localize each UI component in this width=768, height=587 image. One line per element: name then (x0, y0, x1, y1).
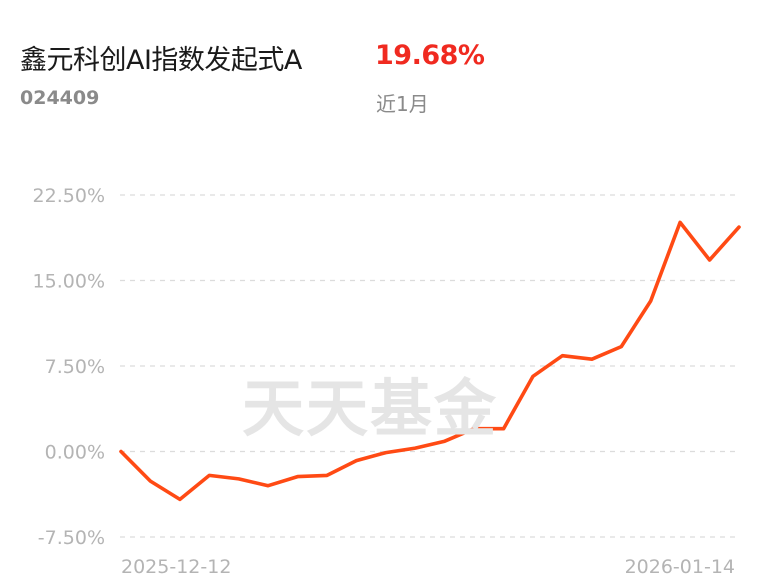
fund-code: 024409 (20, 87, 100, 109)
y-axis-labels: 22.50% 15.00% 7.50% 0.00% -7.50% (33, 185, 105, 549)
series-line (119, 220, 741, 502)
y-tick-label: 7.50% (45, 356, 105, 378)
y-tick-label: 0.00% (45, 442, 105, 464)
return-period: 近1月 (376, 92, 429, 116)
y-tick-label: 15.00% (33, 271, 105, 293)
line-layer (119, 220, 741, 502)
x-tick-label: 2026-01-14 (625, 556, 735, 578)
y-tick-label: -7.50% (38, 527, 105, 549)
grid-layer (120, 194, 738, 538)
x-axis-labels: 2025-12-12 2026-01-14 (121, 556, 735, 578)
return-value: 19.68% (375, 40, 485, 71)
watermark: 天天基金 (242, 372, 499, 445)
y-tick-label: 22.50% (33, 185, 105, 207)
fund-name: 鑫元科创AI指数发起式A (20, 45, 302, 76)
x-tick-label: 2025-12-12 (121, 556, 231, 578)
